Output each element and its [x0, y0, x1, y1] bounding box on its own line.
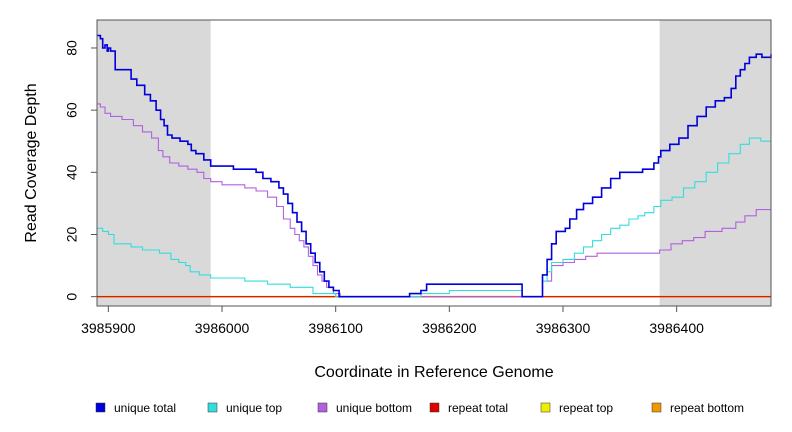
series-line-unique-total	[97, 34, 772, 298]
x-tick-label: 3986400	[649, 320, 704, 336]
x-tick-label: 3986200	[422, 320, 477, 336]
shaded-region-1	[97, 20, 211, 306]
legend-label-repeat-bottom: repeat bottom	[670, 401, 744, 415]
y-tick-label: 60	[64, 102, 80, 118]
x-tick-label: 3986100	[308, 320, 363, 336]
y-tick-label: 80	[64, 40, 80, 56]
y-axis-title: Read Coverage Depth	[23, 83, 40, 242]
plot-frame	[96, 19, 772, 307]
legend-swatch-unique-bottom	[317, 402, 328, 413]
legend-swatch-unique-top	[207, 402, 218, 413]
legend-label-unique-bottom: unique bottom	[336, 401, 412, 415]
series-line-unique-bottom	[97, 103, 771, 298]
shaded-region-2	[659, 20, 771, 306]
y-tick-label: 40	[64, 164, 80, 180]
y-tick-label: 20	[64, 227, 80, 243]
x-tick-label: 3986000	[195, 320, 250, 336]
legend-label-unique-total: unique total	[114, 401, 176, 415]
legend: unique total unique top unique bottom repea…	[95, 401, 744, 415]
series-line-unique-top	[97, 137, 771, 298]
legend-swatch-repeat-total	[429, 402, 440, 413]
legend-swatch-unique-total	[95, 402, 106, 413]
legend-swatch-repeat-top	[540, 402, 551, 413]
x-tick-label: 3985900	[81, 320, 136, 336]
y-axis: 0 20 40 60 80	[64, 40, 97, 301]
series-lines	[97, 34, 772, 298]
x-tick-label: 3986300	[536, 320, 591, 336]
legend-swatch-repeat-bottom	[651, 402, 662, 413]
legend-label-unique-top: unique top	[226, 401, 282, 415]
legend-label-repeat-top: repeat top	[559, 401, 613, 415]
y-tick-label: 0	[64, 293, 80, 301]
x-axis-title: Coordinate in Reference Genome	[314, 364, 553, 381]
legend-label-repeat-total: repeat total	[448, 401, 508, 415]
x-axis: 3985900 3986000 3986100 3986200 3986300 39864…	[81, 306, 704, 336]
shaded-regions	[97, 20, 771, 306]
